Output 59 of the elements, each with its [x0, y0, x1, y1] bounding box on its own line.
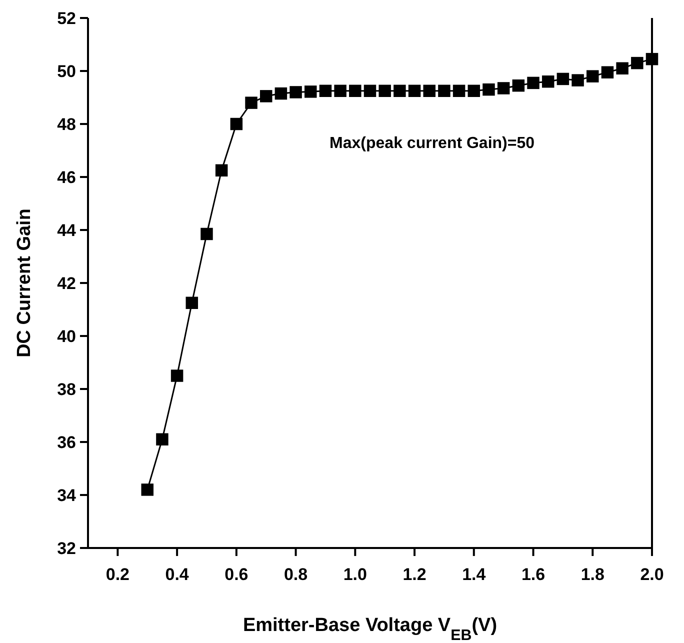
point — [646, 52, 658, 66]
y-tick-label: 52 — [57, 8, 76, 28]
point — [616, 62, 628, 74]
y-tick-label: 32 — [57, 538, 76, 558]
y-tick-label: 38 — [57, 380, 76, 399]
point — [572, 74, 584, 86]
point — [542, 75, 554, 88]
point — [423, 84, 436, 97]
point — [408, 84, 421, 97]
point — [290, 86, 302, 98]
point — [631, 56, 644, 70]
y-axis-title: DC Current Gain — [14, 208, 35, 358]
x-tick-label: 2.0 — [640, 565, 664, 584]
point — [260, 90, 272, 102]
y-tick-label: 46 — [57, 168, 76, 187]
y-tick-label: 40 — [57, 326, 76, 346]
y-tick-label: 48 — [57, 114, 76, 134]
point — [527, 76, 540, 90]
point — [468, 84, 480, 97]
point — [482, 83, 495, 96]
point — [378, 84, 391, 97]
y-tick-label: 44 — [57, 220, 77, 240]
x-tick-label: 0.2 — [106, 565, 130, 584]
x-tick-label: 1.6 — [521, 565, 546, 584]
point — [230, 118, 243, 130]
y-tick-label: 36 — [57, 432, 76, 452]
x-tick-label: 0.4 — [165, 565, 190, 584]
point — [364, 84, 376, 97]
point — [438, 84, 450, 97]
point — [245, 96, 258, 109]
x-tick-label: 1.2 — [402, 565, 426, 584]
point — [274, 87, 288, 100]
point — [186, 296, 198, 309]
point — [304, 86, 317, 98]
annotation: Max(peak current Gain)=50 — [330, 134, 535, 152]
point — [394, 84, 406, 97]
y-tick-label: 50 — [57, 62, 76, 81]
x-tick-label: 0.8 — [284, 565, 308, 584]
point — [601, 66, 614, 78]
point — [215, 164, 228, 176]
x-tick-label: 1.4 — [462, 565, 486, 584]
point — [170, 370, 184, 382]
point — [349, 84, 362, 97]
y-tick-label: 42 — [57, 274, 76, 293]
point — [200, 228, 213, 240]
point — [141, 484, 154, 496]
x-axis-title: Emitter-Base Voltage V$_{EB}$(V) — [242, 615, 498, 643]
point — [556, 72, 570, 86]
point — [334, 84, 346, 97]
point — [452, 84, 466, 97]
point — [497, 82, 510, 94]
y-tick-label: 34 — [57, 486, 77, 505]
point — [512, 79, 525, 92]
x-tick-label: 1.0 — [343, 565, 367, 584]
point — [319, 84, 332, 97]
x-tick-label: 0.6 — [224, 565, 248, 584]
x-tick-label: 1.8 — [580, 565, 604, 584]
point — [586, 70, 599, 82]
point — [156, 433, 168, 446]
